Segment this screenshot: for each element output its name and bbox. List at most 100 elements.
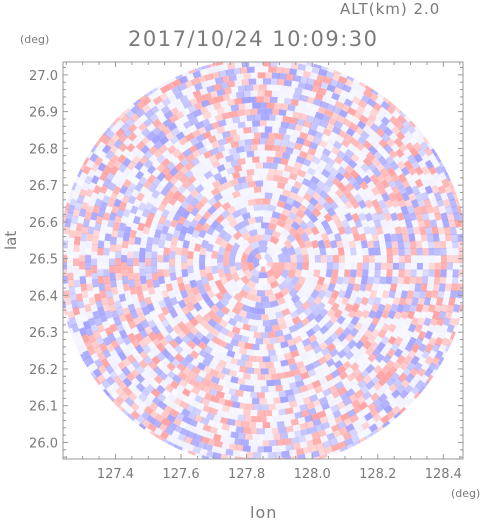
radar-cell <box>58 272 62 280</box>
radar-cell <box>207 361 218 371</box>
radar-cell <box>221 367 231 376</box>
radar-cell <box>291 387 301 395</box>
radar-cell <box>229 265 237 275</box>
radar-cell <box>167 318 178 329</box>
radar-cell <box>251 379 260 387</box>
radar-cell <box>121 194 130 205</box>
radar-cell <box>325 393 335 403</box>
radar-cell <box>319 81 330 90</box>
radar-cell <box>142 344 152 354</box>
radar-cell <box>219 169 230 178</box>
radar-cell <box>73 236 81 245</box>
radar-cell <box>411 330 420 340</box>
radar-cell <box>294 194 305 204</box>
radar-cell <box>94 222 102 232</box>
radar-cell <box>138 155 149 166</box>
radar-cell <box>332 262 339 271</box>
radar-cell <box>278 233 288 244</box>
radar-cell <box>185 423 195 433</box>
radar-cell <box>291 199 302 209</box>
radar-cell <box>331 269 339 278</box>
radar-cell <box>293 411 303 420</box>
radar-cell <box>343 437 354 447</box>
radar-cell <box>311 379 322 389</box>
radar-cell <box>440 324 449 334</box>
radar-cell <box>184 161 195 171</box>
radar-cell <box>270 180 279 188</box>
radar-cell <box>147 195 157 205</box>
radar-cell <box>374 269 381 278</box>
radar-cell <box>426 283 434 292</box>
radar-cell <box>224 399 234 408</box>
radar-cell <box>394 323 404 333</box>
radar-cell <box>417 219 426 229</box>
radar-cell <box>189 218 199 229</box>
radar-cell <box>337 302 347 313</box>
radar-cell <box>271 193 281 201</box>
radar-cell <box>122 208 131 218</box>
radar-cell <box>305 328 316 338</box>
radar-cell <box>181 209 191 219</box>
radar-cell <box>332 106 343 115</box>
radar-cell <box>421 212 430 222</box>
radar-cell <box>267 367 276 375</box>
radar-cell <box>155 222 165 232</box>
radar-cell <box>122 166 133 177</box>
radar-cell <box>278 408 287 416</box>
radar-cell <box>182 295 192 306</box>
radar-cell <box>415 276 423 285</box>
radar-cell <box>234 62 243 69</box>
radar-cell <box>73 257 80 266</box>
radar-cell <box>82 218 91 228</box>
radar-cell <box>86 345 96 356</box>
radar-cell <box>302 377 312 386</box>
radar-cell <box>229 249 238 259</box>
radar-cell <box>413 391 421 400</box>
radar-cell <box>144 90 153 98</box>
radar-cell <box>296 226 306 237</box>
radar-cell <box>442 297 450 307</box>
radar-cell <box>403 402 412 410</box>
radar-cell <box>360 296 369 307</box>
radar-cell <box>194 66 204 72</box>
radar-cell <box>317 356 328 366</box>
radar-cell <box>219 217 230 228</box>
radar-cell <box>187 450 196 456</box>
radar-cell <box>410 255 417 263</box>
radar-cell <box>426 142 434 151</box>
radar-cell <box>189 295 199 306</box>
radar-cell <box>401 323 410 334</box>
radar-cell <box>287 245 296 256</box>
radar-cell <box>325 432 336 441</box>
radar-cell <box>356 262 363 271</box>
radar-cell <box>273 379 282 386</box>
radar-cell <box>328 131 339 141</box>
radar-cell <box>247 421 257 429</box>
radar-cell <box>268 150 277 158</box>
radar-cell <box>77 215 85 225</box>
radar-cell <box>296 262 303 271</box>
radar-cell <box>306 368 317 378</box>
radar-cell <box>392 411 401 420</box>
radar-cell <box>418 172 428 183</box>
radar-cell <box>368 262 375 271</box>
radar-cell <box>127 103 136 111</box>
radar-cell <box>113 316 122 327</box>
radar-cell <box>239 151 248 159</box>
radar-cell <box>96 191 106 201</box>
radar-cell <box>221 130 231 139</box>
radar-cell <box>383 212 393 222</box>
radar-cell <box>433 276 441 285</box>
radar-cell <box>308 181 318 191</box>
radar-cell <box>297 169 307 178</box>
radar-cell <box>404 329 414 340</box>
radar-cell <box>90 371 98 380</box>
radar-cell <box>257 192 266 199</box>
radar-cell <box>282 133 291 142</box>
radar-cell <box>324 289 334 299</box>
radar-cell <box>205 265 213 274</box>
radar-cell <box>416 269 423 278</box>
radar-cell <box>365 283 373 293</box>
radar-cell <box>224 322 235 332</box>
radar-cell <box>207 400 217 409</box>
